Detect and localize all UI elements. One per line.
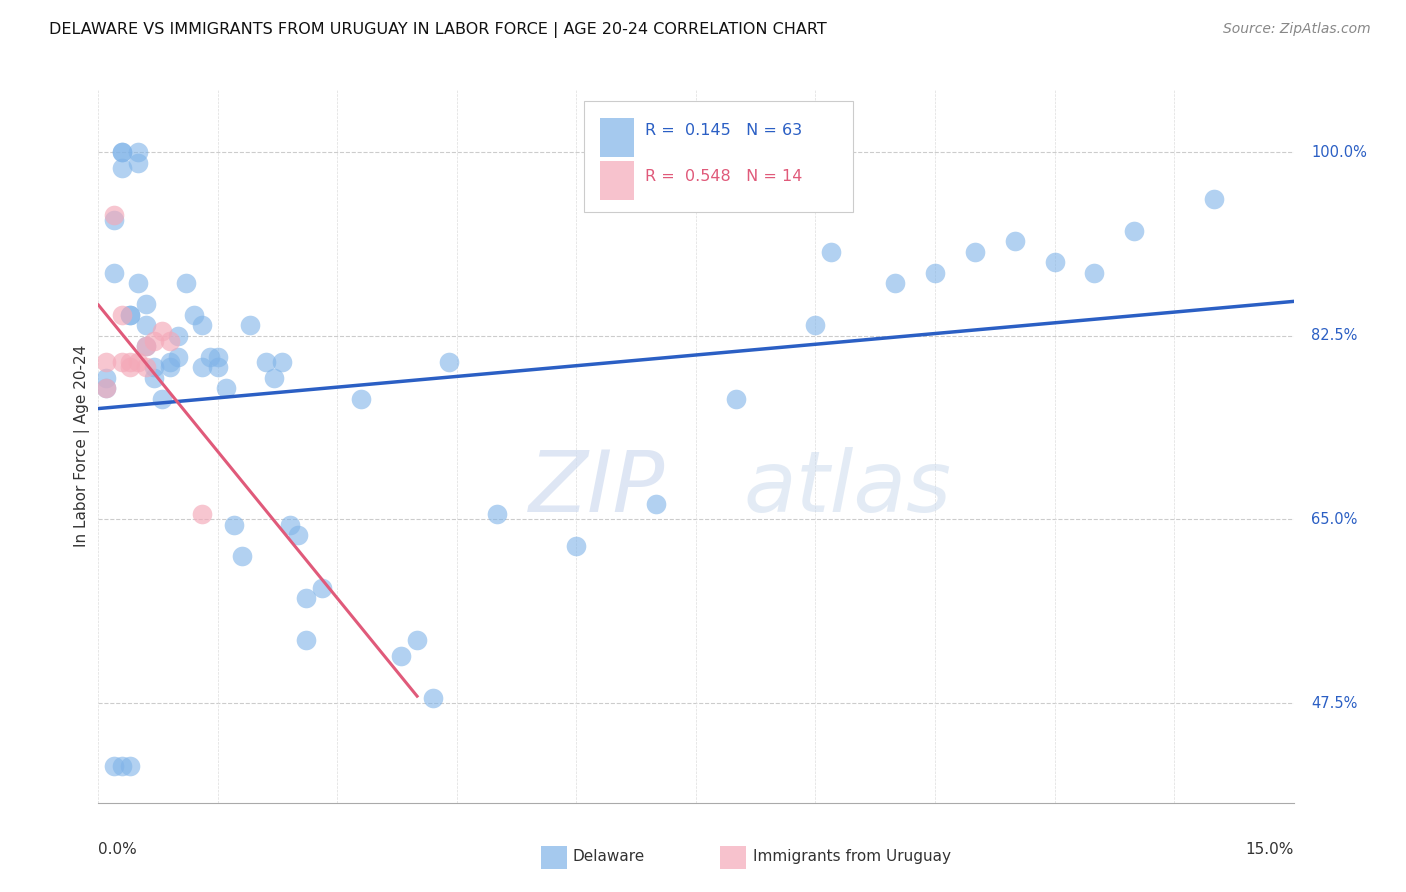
Point bbox=[191, 360, 214, 375]
Point bbox=[111, 145, 134, 160]
Point bbox=[215, 381, 238, 395]
Point bbox=[143, 334, 166, 348]
Point bbox=[96, 371, 118, 385]
Point bbox=[207, 350, 229, 364]
Point bbox=[135, 339, 157, 353]
Point bbox=[254, 355, 277, 369]
Point bbox=[231, 549, 253, 564]
Point bbox=[120, 308, 142, 322]
Point bbox=[406, 633, 429, 648]
Point bbox=[159, 334, 181, 348]
Point bbox=[287, 528, 309, 542]
Point bbox=[198, 350, 221, 364]
Text: Immigrants from Uruguay: Immigrants from Uruguay bbox=[754, 849, 952, 863]
Point bbox=[1202, 193, 1225, 207]
Point bbox=[1043, 255, 1066, 269]
Y-axis label: In Labor Force | Age 20-24: In Labor Force | Age 20-24 bbox=[75, 345, 90, 547]
Point bbox=[111, 145, 134, 160]
Point bbox=[239, 318, 262, 333]
Point bbox=[135, 318, 157, 333]
Bar bbox=[540, 847, 567, 869]
Text: R =  0.145   N = 63: R = 0.145 N = 63 bbox=[644, 123, 801, 138]
Point bbox=[120, 308, 142, 322]
Point bbox=[263, 371, 285, 385]
Bar bbox=[720, 847, 747, 869]
Point bbox=[294, 591, 316, 606]
Point bbox=[111, 308, 134, 322]
Point bbox=[127, 355, 149, 369]
Text: Source: ZipAtlas.com: Source: ZipAtlas.com bbox=[1223, 22, 1371, 37]
Point bbox=[103, 266, 125, 280]
Text: DELAWARE VS IMMIGRANTS FROM URUGUAY IN LABOR FORCE | AGE 20-24 CORRELATION CHART: DELAWARE VS IMMIGRANTS FROM URUGUAY IN L… bbox=[49, 22, 827, 38]
Point bbox=[103, 759, 125, 773]
Point bbox=[820, 244, 842, 259]
Point bbox=[111, 759, 134, 773]
Text: 0.0%: 0.0% bbox=[98, 842, 138, 857]
Text: ZIP: ZIP bbox=[529, 447, 665, 531]
Point bbox=[111, 355, 134, 369]
Point bbox=[724, 392, 747, 406]
Text: 100.0%: 100.0% bbox=[1312, 145, 1367, 160]
Text: 82.5%: 82.5% bbox=[1312, 328, 1358, 343]
Point bbox=[222, 517, 245, 532]
Point bbox=[143, 360, 166, 375]
Text: 65.0%: 65.0% bbox=[1312, 512, 1358, 527]
Point bbox=[96, 355, 118, 369]
Point bbox=[103, 208, 125, 222]
Point bbox=[96, 381, 118, 395]
Point bbox=[645, 497, 668, 511]
Point bbox=[135, 339, 157, 353]
Point bbox=[150, 392, 173, 406]
Point bbox=[167, 350, 190, 364]
Point bbox=[174, 277, 197, 291]
Point bbox=[422, 690, 444, 705]
Bar bbox=[600, 161, 634, 200]
Point bbox=[1123, 224, 1146, 238]
Bar bbox=[600, 118, 634, 157]
Point bbox=[1083, 266, 1105, 280]
Point bbox=[150, 324, 173, 338]
Text: Delaware: Delaware bbox=[572, 849, 645, 863]
Text: 15.0%: 15.0% bbox=[1246, 842, 1294, 857]
Point bbox=[135, 360, 157, 375]
Point bbox=[120, 360, 142, 375]
Point bbox=[159, 355, 181, 369]
Point bbox=[143, 371, 166, 385]
Text: R =  0.548   N = 14: R = 0.548 N = 14 bbox=[644, 169, 801, 184]
Text: atlas: atlas bbox=[744, 447, 952, 531]
Point bbox=[884, 277, 907, 291]
Point bbox=[311, 581, 333, 595]
Point bbox=[127, 145, 149, 160]
FancyBboxPatch shape bbox=[583, 102, 852, 212]
Point bbox=[191, 507, 214, 521]
Point bbox=[1004, 235, 1026, 249]
Point bbox=[924, 266, 946, 280]
Point bbox=[389, 648, 412, 663]
Point bbox=[167, 328, 190, 343]
Point bbox=[183, 308, 205, 322]
Point bbox=[111, 161, 134, 175]
Point bbox=[207, 360, 229, 375]
Point bbox=[350, 392, 373, 406]
Point bbox=[804, 318, 827, 333]
Text: 47.5%: 47.5% bbox=[1312, 696, 1358, 711]
Point bbox=[294, 633, 316, 648]
Point bbox=[159, 360, 181, 375]
Point bbox=[127, 277, 149, 291]
Point bbox=[270, 355, 292, 369]
Point bbox=[278, 517, 301, 532]
Point bbox=[120, 355, 142, 369]
Point bbox=[120, 759, 142, 773]
Point bbox=[191, 318, 214, 333]
Point bbox=[963, 244, 986, 259]
Point bbox=[96, 381, 118, 395]
Point bbox=[485, 507, 508, 521]
Point bbox=[135, 297, 157, 311]
Point bbox=[565, 539, 588, 553]
Point bbox=[437, 355, 460, 369]
Point bbox=[103, 213, 125, 227]
Point bbox=[127, 155, 149, 169]
